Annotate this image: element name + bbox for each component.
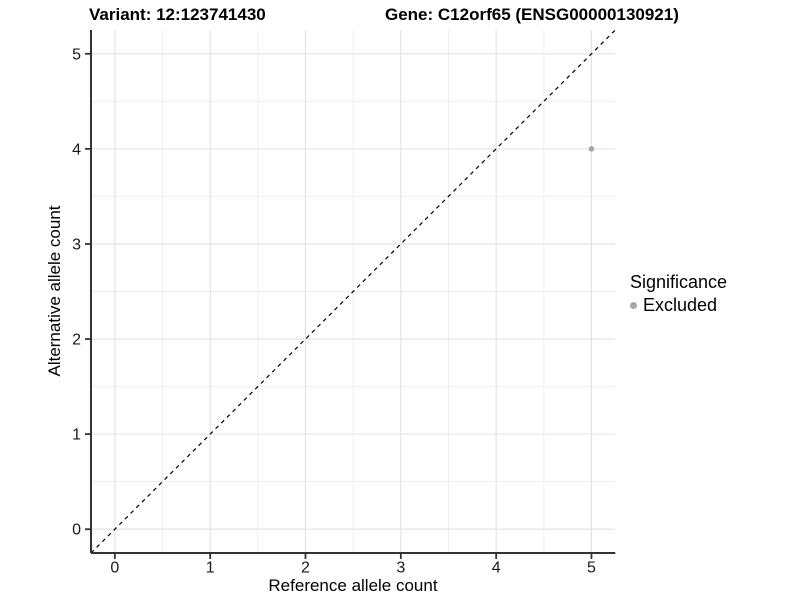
legend-item-excluded: Excluded — [630, 295, 727, 316]
legend-title: Significance — [630, 272, 728, 292]
grid-minor-lines — [91, 30, 616, 553]
x-tick-label: 2 — [301, 560, 310, 577]
axis-lines — [90, 30, 616, 554]
axis-tick-marks — [85, 52, 593, 559]
x-axis-title: Reference allele count — [268, 576, 438, 595]
legend: Significance Excluded — [630, 272, 727, 316]
y-tick-label: 3 — [72, 236, 81, 253]
x-tick-label: 5 — [587, 560, 596, 577]
y-axis-title: Alternative allele count — [45, 205, 64, 377]
plot-title-gene: Gene: C12orf65 (ENSG00000130921) — [385, 5, 679, 24]
identity-reference-line — [90, 29, 616, 554]
y-axis-tick-labels: 0 1 2 3 4 5 — [72, 46, 81, 538]
x-tick-label: 4 — [492, 560, 501, 577]
plot-title-variant: Variant: 12:123741430 — [89, 5, 266, 24]
data-points — [588, 146, 595, 152]
y-tick-label: 0 — [72, 522, 81, 539]
grid-major-lines — [91, 30, 616, 553]
x-axis-tick-labels: 0 1 2 3 4 5 — [110, 560, 596, 577]
x-tick-label: 1 — [206, 560, 215, 577]
y-tick-label: 1 — [72, 427, 81, 444]
x-tick-label: 3 — [396, 560, 405, 577]
data-point — [588, 146, 595, 152]
identity-line — [90, 29, 616, 554]
x-tick-label: 0 — [110, 560, 119, 577]
y-tick-label: 4 — [72, 141, 81, 158]
y-tick-label: 2 — [72, 332, 81, 349]
legend-key-dot-icon — [630, 302, 637, 309]
legend-item-label: Excluded — [643, 295, 718, 315]
y-tick-label: 5 — [72, 46, 81, 63]
